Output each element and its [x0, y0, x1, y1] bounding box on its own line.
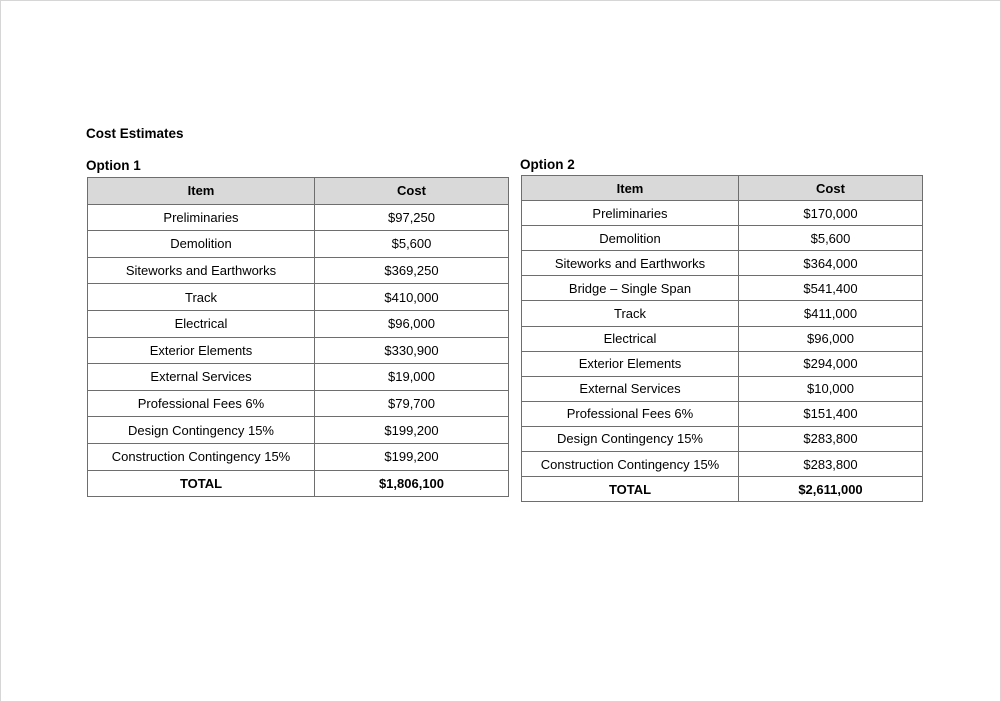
- option1-label: Option 1: [86, 158, 141, 173]
- cost-cell: $410,000: [314, 283, 509, 311]
- cost-cell: $19,000: [314, 363, 509, 391]
- cost-cell: $96,000: [738, 325, 923, 352]
- item-cell: External Services: [521, 375, 739, 402]
- cost-cell: $541,400: [738, 275, 923, 302]
- table-row: Demolition $5,600: [521, 225, 923, 252]
- table-row: Exterior Elements $330,900: [87, 336, 509, 365]
- total-row: TOTAL $2,611,000: [521, 476, 923, 503]
- item-column-header: Item: [87, 177, 315, 205]
- item-cell: Siteworks and Earthworks: [87, 256, 315, 285]
- cost-cell: $79,700: [314, 389, 509, 418]
- option2-table: Item Cost Preliminaries $170,000 Demolitio…: [521, 174, 923, 503]
- table-row: Electrical $96,000: [521, 325, 923, 352]
- cost-cell: $411,000: [738, 300, 923, 327]
- table-header-row: Item Cost: [87, 177, 509, 205]
- item-cell: External Services: [87, 363, 315, 391]
- cost-column-header: Cost: [738, 174, 923, 202]
- table-row: Construction Contingency 15% $283,800: [521, 451, 923, 478]
- item-cell: Electrical: [521, 325, 739, 352]
- cost-cell: $283,800: [738, 451, 923, 478]
- table-row: Exterior Elements $294,000: [521, 350, 923, 377]
- table-header-row: Item Cost: [521, 174, 923, 202]
- item-cell: Construction Contingency 15%: [87, 442, 315, 471]
- item-cell: Preliminaries: [521, 200, 739, 227]
- option2-label: Option 2: [520, 157, 575, 172]
- table-row: Design Contingency 15% $199,200: [87, 416, 509, 444]
- table-row: Professional Fees 6% $79,700: [87, 389, 509, 418]
- table-row: Professional Fees 6% $151,400: [521, 400, 923, 427]
- cost-cell: $5,600: [738, 225, 923, 252]
- item-cell: TOTAL: [87, 469, 315, 498]
- option1-table: Item Cost Preliminaries $97,250 Demolition…: [87, 177, 509, 498]
- cost-cell: $330,900: [314, 336, 509, 365]
- table-row: Electrical $96,000: [87, 309, 509, 338]
- table-row: Preliminaries $97,250: [87, 203, 509, 232]
- item-column-header: Item: [521, 174, 739, 202]
- item-cell: Siteworks and Earthworks: [521, 250, 739, 277]
- item-cell: Bridge – Single Span: [521, 275, 739, 302]
- item-cell: Track: [521, 300, 739, 327]
- table-row: Track $411,000: [521, 300, 923, 327]
- item-cell: TOTAL: [521, 476, 739, 503]
- item-cell: Construction Contingency 15%: [521, 451, 739, 478]
- item-cell: Demolition: [87, 230, 315, 258]
- table-row: Preliminaries $170,000: [521, 200, 923, 227]
- item-cell: Demolition: [521, 225, 739, 252]
- table-row: Demolition $5,600: [87, 230, 509, 258]
- cost-cell: $199,200: [314, 416, 509, 444]
- cost-cell: $369,250: [314, 256, 509, 285]
- item-cell: Electrical: [87, 309, 315, 338]
- cost-cell: $283,800: [738, 425, 923, 453]
- cost-cell: $364,000: [738, 250, 923, 277]
- cost-cell: $97,250: [314, 203, 509, 232]
- item-cell: Design Contingency 15%: [521, 425, 739, 453]
- item-cell: Exterior Elements: [521, 350, 739, 377]
- table-row: Track $410,000: [87, 283, 509, 311]
- table-row: Construction Contingency 15% $199,200: [87, 442, 509, 471]
- total-row: TOTAL $1,806,100: [87, 469, 509, 498]
- item-cell: Professional Fees 6%: [521, 400, 739, 427]
- cost-cell: $151,400: [738, 400, 923, 427]
- item-cell: Design Contingency 15%: [87, 416, 315, 444]
- cost-cell: $1,806,100: [314, 469, 509, 498]
- item-cell: Exterior Elements: [87, 336, 315, 365]
- table-row: Siteworks and Earthworks $369,250: [87, 256, 509, 285]
- item-cell: Preliminaries: [87, 203, 315, 232]
- cost-cell: $10,000: [738, 375, 923, 402]
- cost-cell: $199,200: [314, 442, 509, 471]
- table-row: Design Contingency 15% $283,800: [521, 425, 923, 453]
- table-row: External Services $19,000: [87, 363, 509, 391]
- cost-column-header: Cost: [314, 177, 509, 205]
- table-row: Bridge – Single Span $541,400: [521, 275, 923, 302]
- cost-cell: $170,000: [738, 200, 923, 227]
- item-cell: Track: [87, 283, 315, 311]
- cost-cell: $5,600: [314, 230, 509, 258]
- item-cell: Professional Fees 6%: [87, 389, 315, 418]
- table-row: External Services $10,000: [521, 375, 923, 402]
- page-title: Cost Estimates: [86, 126, 184, 141]
- cost-cell: $96,000: [314, 309, 509, 338]
- table-row: Siteworks and Earthworks $364,000: [521, 250, 923, 277]
- cost-cell: $294,000: [738, 350, 923, 377]
- cost-cell: $2,611,000: [738, 476, 923, 503]
